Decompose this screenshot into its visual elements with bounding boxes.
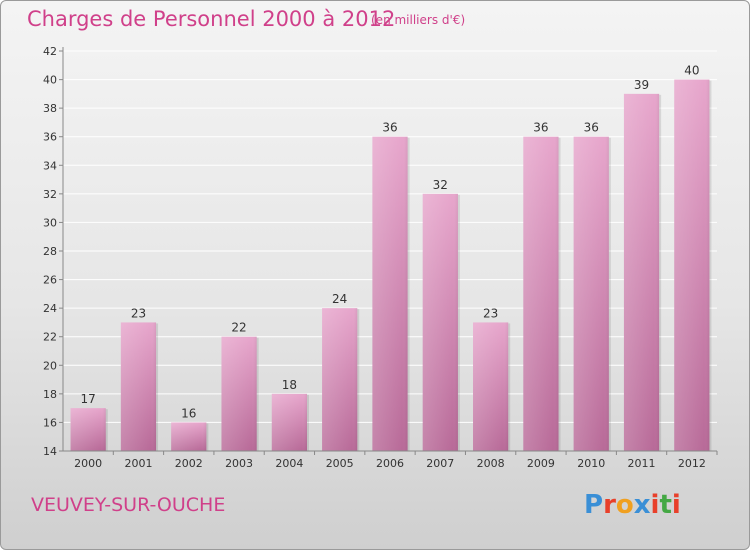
y-tick-label: 36 [43, 131, 57, 144]
bar-value-label: 36 [533, 121, 548, 135]
x-tick-label: 2007 [426, 457, 454, 470]
brand-letter: o [615, 490, 634, 520]
bar-sheen [221, 336, 257, 451]
brand-letter: P [584, 490, 604, 520]
x-tick-label: 2010 [577, 457, 605, 470]
y-tick-label: 26 [43, 274, 57, 287]
x-tick-label: 2004 [275, 457, 303, 470]
x-tick-label: 2008 [477, 457, 505, 470]
y-tick-label: 32 [43, 188, 57, 201]
x-tick-label: 2001 [124, 457, 152, 470]
bar-sheen [623, 93, 660, 451]
bar-sheen [271, 393, 307, 451]
y-tick-label: 18 [43, 388, 57, 401]
x-tick-label: 2009 [527, 457, 555, 470]
y-tick-label: 34 [43, 159, 57, 172]
bar-value-label: 17 [81, 392, 96, 406]
chart-title: Charges de Personnel 2000 à 2012 [27, 7, 396, 31]
x-tick-label: 2000 [74, 457, 102, 470]
bar-sheen [674, 79, 710, 452]
y-tick-label: 38 [43, 102, 57, 115]
bar-sheen [120, 322, 157, 451]
y-tick-label: 40 [43, 74, 57, 87]
brand-letter: i [650, 490, 660, 520]
bar-sheen [422, 193, 458, 451]
bar-sheen [573, 136, 609, 451]
proxiti-logo: Proxiti [584, 490, 681, 520]
bar-sheen [70, 408, 106, 451]
x-tick-label: 2003 [225, 457, 253, 470]
bar-value-label: 39 [634, 78, 649, 92]
bar-sheen [372, 136, 408, 451]
x-tick-label: 2011 [628, 457, 656, 470]
brand-letter: i [671, 490, 681, 520]
brand-letter: t [659, 490, 672, 520]
place-name: VEUVEY-SUR-OUCHE [31, 494, 226, 516]
y-tick-label: 22 [43, 331, 57, 344]
x-tick-label: 2012 [678, 457, 706, 470]
x-tick-label: 2006 [376, 457, 404, 470]
bar-sheen [171, 422, 207, 451]
bar-sheen [473, 322, 509, 451]
bar-sheen [322, 308, 358, 451]
bar-value-label: 40 [684, 64, 699, 78]
bars: 17 23 16 22 18 24 36 32 23 36 36 39 40 [70, 64, 712, 452]
y-tick-label: 20 [43, 359, 57, 372]
bar-value-label: 23 [483, 306, 498, 320]
bar-value-label: 32 [433, 178, 448, 192]
axes: 14 16 18 20 22 24 26 28 30 32 34 36 38 40 42 2000 2001 20… [43, 45, 718, 470]
y-tick-label: 24 [43, 302, 57, 315]
bar-value-label: 18 [282, 378, 297, 392]
bar-value-label: 22 [231, 321, 246, 335]
bar-value-label: 36 [382, 121, 397, 135]
bar-value-label: 36 [584, 121, 599, 135]
bar-value-label: 24 [332, 292, 347, 306]
chart-subtitle: (en milliers d'€) [371, 13, 466, 27]
bar-value-label: 23 [131, 306, 146, 320]
brand-letter: r [603, 490, 616, 520]
bar-value-label: 16 [181, 406, 196, 420]
y-tick-label: 16 [43, 416, 57, 429]
y-tick-label: 42 [43, 45, 57, 58]
y-tick-label: 28 [43, 245, 57, 258]
brand-letter: x [633, 490, 651, 520]
bar-sheen [523, 136, 559, 451]
y-tick-label: 14 [43, 445, 57, 458]
y-tick-label: 30 [43, 216, 57, 229]
x-tick-label: 2002 [175, 457, 203, 470]
x-tick-label: 2005 [326, 457, 354, 470]
